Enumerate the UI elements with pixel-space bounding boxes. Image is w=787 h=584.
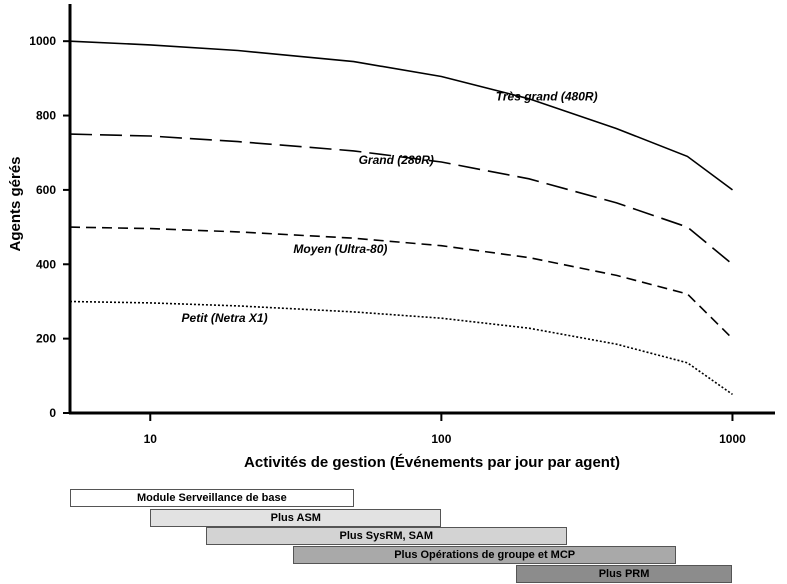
- series-line: [69, 40, 733, 191]
- feature-band: Plus PRM: [515, 565, 733, 583]
- y-tick-label: 200: [36, 332, 56, 346]
- series-lines: [69, 40, 734, 396]
- line-chart: 0 200 400 600 800 1000 10 100 1000 Très grand (…: [7, 4, 775, 470]
- feature-band: Plus Opérations de groupe et MCP: [293, 546, 677, 564]
- y-axis-title: Agents gérés: [7, 156, 24, 251]
- x-axis-title: Activités de gestion (Événements par jou…: [244, 454, 620, 470]
- x-tick-label: 1000: [719, 432, 746, 446]
- x-tick-label: 100: [431, 432, 451, 446]
- series-labels: Très grand (480R) Grand (280R) Moyen (Ultr…: [182, 90, 598, 325]
- x-ticks: 10 100 1000: [144, 413, 746, 446]
- y-tick-label: 1000: [29, 34, 56, 48]
- series-label: Petit (Netra X1): [182, 311, 268, 325]
- series-line: [69, 226, 734, 340]
- y-tick-label: 800: [36, 109, 56, 123]
- series-label: Très grand (480R): [496, 90, 598, 104]
- y-ticks: 0 200 400 600 800 1000: [29, 34, 70, 420]
- series-line: [69, 133, 734, 265]
- series-line: [69, 300, 733, 396]
- feature-band: Plus SysRM, SAM: [205, 527, 567, 545]
- series-label: Grand (280R): [359, 153, 434, 167]
- feature-band: Module Serveillance de base: [70, 489, 354, 507]
- y-tick-label: 600: [36, 183, 56, 197]
- x-tick-label: 10: [144, 432, 158, 446]
- y-tick-label: 400: [36, 257, 56, 271]
- feature-band: Plus ASM: [150, 509, 442, 527]
- y-tick-label: 0: [49, 406, 56, 420]
- series-label: Moyen (Ultra-80): [293, 242, 387, 256]
